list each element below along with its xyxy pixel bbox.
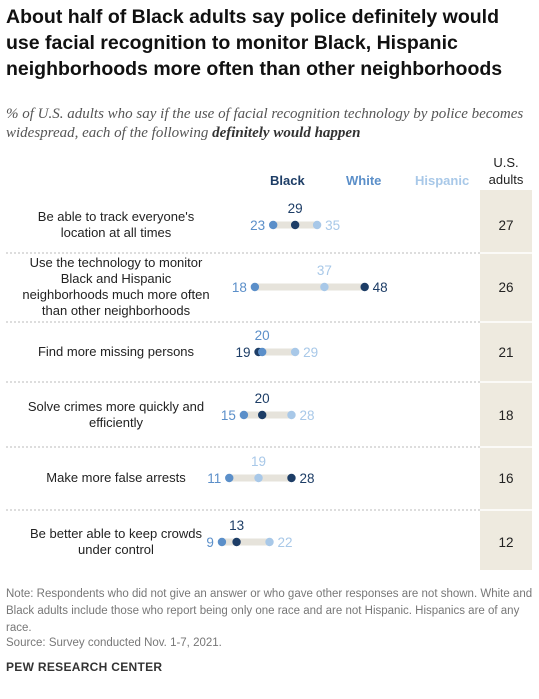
dot-hispanic: [254, 473, 263, 483]
value-label-hispanic: 28: [299, 408, 314, 423]
value-label-hispanic: 37: [317, 263, 332, 278]
us-adults-value: 27: [498, 218, 513, 233]
value-label-white: 20: [255, 328, 270, 343]
value-label-black: 19: [236, 345, 251, 360]
category-label: Find more missing persons: [38, 344, 195, 359]
us-adults-header: U.S. adults: [488, 155, 524, 187]
dot-hispanic: [320, 282, 329, 292]
us-adults-value: 18: [498, 408, 513, 423]
value-label-white: 9: [206, 535, 214, 550]
dot-white: [250, 282, 260, 292]
dot-hispanic: [290, 347, 300, 357]
chart-title: About half of Black adults say police de…: [6, 6, 503, 80]
legend-black: Black: [270, 173, 305, 188]
dot-black: [232, 537, 241, 547]
us-adults-value: 26: [498, 280, 513, 295]
subtitle-emphasis: definitely would happen: [212, 125, 361, 141]
value-label-hispanic: 22: [278, 535, 293, 550]
dot-white: [225, 473, 234, 483]
dot-black: [287, 473, 296, 483]
category-label: Use the technology to monitor Black and H…: [22, 255, 209, 318]
category-label: Be able to track everyone's location at a…: [38, 209, 195, 240]
value-label-black: 20: [255, 391, 270, 406]
legend-white: White: [346, 173, 382, 188]
subtitle-text: % of U.S. adults who say if the use of f…: [6, 106, 524, 141]
category-label: Solve crimes more quickly and efficiently: [28, 399, 204, 430]
category-label: Be better able to keep crowds under contr…: [30, 526, 202, 557]
footer-brand: PEW RESEARCH CENTER: [6, 660, 163, 674]
dot-white: [239, 410, 249, 420]
value-label-black: 13: [229, 518, 244, 533]
value-label-white: 23: [250, 218, 265, 233]
value-label-black: 28: [299, 471, 314, 486]
value-label-hispanic: 35: [325, 218, 340, 233]
us-adults-value: 21: [498, 345, 513, 360]
note: Note: Respondents who did not give an an…: [6, 588, 533, 634]
value-label-black: 48: [373, 280, 388, 295]
us-adults-value: 12: [498, 535, 513, 550]
dot-hispanic: [265, 537, 274, 547]
value-label-white: 18: [232, 280, 247, 295]
dot-white: [268, 220, 278, 230]
dot-hispanic: [312, 220, 322, 230]
value-label-hispanic: 19: [251, 454, 266, 469]
legend-hispanic: Hispanic: [415, 173, 470, 188]
dot-black: [360, 282, 369, 292]
value-label-white: 15: [221, 408, 236, 423]
us-adults-value: 16: [498, 471, 513, 486]
dot-white: [258, 347, 267, 357]
value-label-white: 11: [207, 471, 221, 486]
dot-white: [217, 537, 227, 547]
dot-black: [290, 220, 300, 230]
dot-hispanic: [287, 410, 296, 420]
value-label-black: 29: [288, 201, 303, 216]
chart-subtitle: % of U.S. adults who say if the use of f…: [6, 105, 536, 143]
category-label: Make more false arrests: [46, 470, 186, 485]
dot-black: [258, 410, 267, 420]
source: Source: Survey conducted Nov. 1-7, 2021.: [6, 637, 222, 649]
value-label-hispanic: 29: [303, 345, 318, 360]
